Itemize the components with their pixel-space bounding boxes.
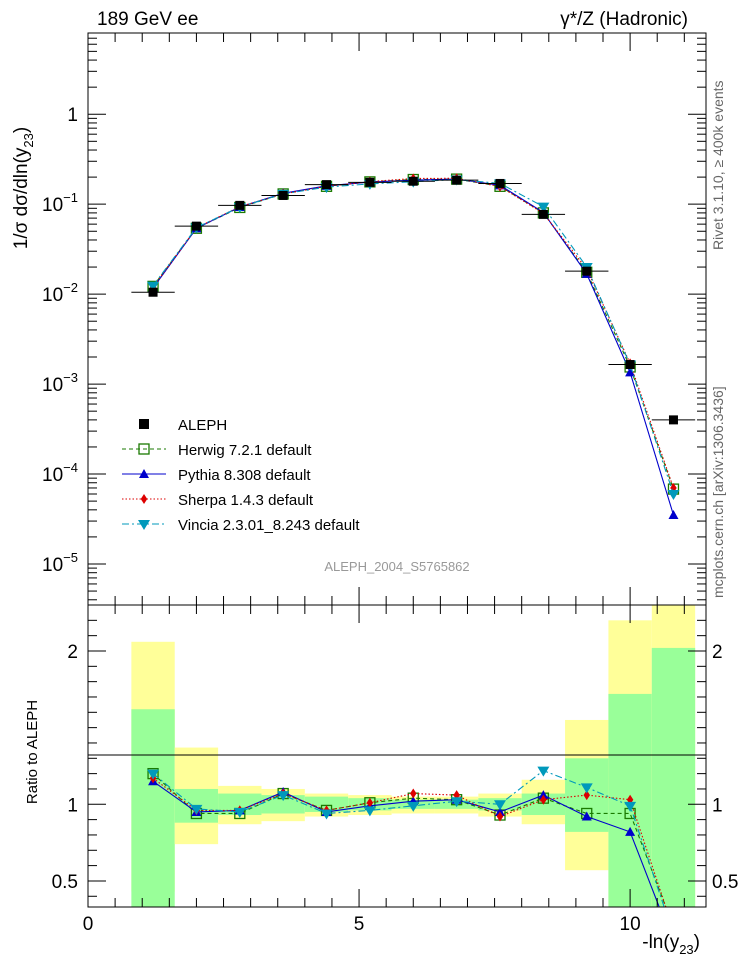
legend-label: Vincia 2.3.01_8.243 default bbox=[178, 517, 360, 534]
xtick-label: 5 bbox=[354, 914, 365, 935]
ratio-series-marker bbox=[583, 790, 590, 801]
ratio-series-marker bbox=[538, 790, 549, 800]
rivet-label: Rivet 3.1.10, ≥ 400k events bbox=[710, 80, 726, 250]
ratio-series-marker bbox=[233, 807, 246, 818]
legend-entry: ALEPH bbox=[139, 417, 227, 434]
ratio-stat-band bbox=[651, 647, 696, 907]
ratio-series-marker bbox=[668, 922, 678, 932]
main-ytick-label: 10−4 bbox=[42, 460, 78, 486]
x-axis-label: -ln(y23) bbox=[642, 932, 700, 957]
ratio-uncertainty-bands bbox=[131, 605, 696, 907]
ratio-series-marker bbox=[410, 788, 417, 799]
ratio-ylabel: Ratio to ALEPH bbox=[24, 700, 41, 804]
ratio-series-marker bbox=[496, 811, 504, 822]
main-series-marker bbox=[667, 489, 680, 500]
main-ytick-label: 10−1 bbox=[42, 190, 78, 216]
legend-entry: Sherpa 1.4.3 default bbox=[122, 492, 314, 509]
main-series-marker bbox=[625, 367, 636, 377]
data-point bbox=[582, 266, 592, 276]
main-ytick-label: 1 bbox=[67, 105, 78, 126]
ratio-series-marker bbox=[625, 826, 636, 836]
ratio-ytick-label-right: 2 bbox=[712, 642, 723, 663]
svg-text:-ln(y23): -ln(y23) bbox=[642, 932, 700, 957]
ratio-series-marker bbox=[320, 809, 333, 820]
data-point bbox=[278, 190, 288, 200]
xtick-label: 10 bbox=[620, 914, 641, 935]
analysis-watermark: ALEPH_2004_S5765862 bbox=[324, 559, 469, 574]
ratio-series-marker bbox=[540, 794, 547, 805]
legend-data-marker bbox=[139, 419, 149, 429]
main-ytick-label: 10−5 bbox=[42, 550, 78, 576]
ratio-series-marker bbox=[580, 783, 593, 794]
ratio-stat-band bbox=[131, 709, 175, 907]
svg-text:1/σ dσ/dln(y23): 1/σ dσ/dln(y23) bbox=[11, 127, 36, 249]
ratio-ytick-label-left: 2 bbox=[67, 642, 78, 663]
ratio-stat-band bbox=[218, 793, 262, 816]
ratio-series-marker bbox=[190, 804, 203, 815]
legend-label: Pythia 8.308 default bbox=[178, 467, 311, 484]
data-point bbox=[495, 178, 505, 188]
legend-label: ALEPH bbox=[178, 417, 227, 434]
main-series-line bbox=[152, 178, 674, 516]
mcplots-label: mcplots.cern.ch [arXiv:1306.3436] bbox=[710, 386, 726, 598]
data-point bbox=[191, 221, 201, 231]
ratio-ytick-label-right: 1 bbox=[712, 795, 723, 816]
data-point bbox=[668, 415, 678, 425]
legend-entry: Pythia 8.308 default bbox=[122, 467, 311, 484]
legend-marker bbox=[138, 520, 150, 530]
main-series-marker bbox=[147, 281, 160, 292]
main-series-marker bbox=[537, 202, 550, 213]
main-ytick-label: 10−3 bbox=[42, 370, 78, 396]
data-point bbox=[365, 177, 375, 187]
data-point bbox=[322, 180, 332, 190]
legend-marker bbox=[140, 494, 148, 504]
ratio-stat-band bbox=[304, 796, 349, 812]
legend-entry: Herwig 7.2.1 default bbox=[122, 442, 312, 459]
legend-marker bbox=[139, 469, 149, 478]
ratio-series-marker bbox=[363, 806, 376, 817]
ratio-ytick-label-right: 0.5 bbox=[712, 872, 738, 893]
ratio-series-marker bbox=[147, 769, 160, 780]
legend-label: Herwig 7.2.1 default bbox=[178, 442, 312, 459]
ratio-frame bbox=[87, 604, 707, 908]
ratio-mc-series bbox=[147, 766, 678, 932]
main-data-points bbox=[131, 175, 696, 425]
ratio-series-marker bbox=[537, 766, 550, 777]
main-axis-ticks: 10−5 10−4 10−3 10−2 10−1 1 bbox=[42, 32, 706, 605]
ratio-ytick-label-left: 0.5 bbox=[52, 872, 78, 893]
main-ytick-label: 10−2 bbox=[42, 280, 78, 306]
ratio-series-marker bbox=[450, 797, 463, 808]
data-point bbox=[408, 176, 418, 186]
ratio-series-marker bbox=[407, 801, 420, 812]
legend-label: Sherpa 1.4.3 default bbox=[178, 492, 314, 509]
header-left: 189 GeV ee bbox=[97, 9, 198, 30]
legend: ALEPH Herwig 7.2.1 default Pythia 8.308 de… bbox=[122, 417, 360, 534]
ratio-series-marker bbox=[277, 791, 290, 802]
ratio-series-marker bbox=[494, 800, 506, 811]
ratio-series-marker bbox=[495, 806, 505, 816]
data-point bbox=[538, 209, 548, 219]
ratio-stat-band bbox=[261, 795, 305, 814]
header-right: γ*/Z (Hadronic) bbox=[560, 9, 688, 30]
ratio-series-marker bbox=[366, 797, 374, 808]
ratio-series-marker bbox=[624, 801, 637, 812]
xtick-label: 0 bbox=[83, 914, 94, 935]
legend-entry: Vincia 2.3.01_8.243 default bbox=[122, 517, 360, 534]
ratio-axis-ticks: 0.5 0.5 1 1 2 2 0 5 10 bbox=[52, 605, 738, 935]
legend-marker bbox=[138, 443, 150, 455]
ratio-ytick-label-left: 1 bbox=[67, 795, 78, 816]
ratio-series-marker bbox=[581, 811, 592, 821]
main-series-marker bbox=[668, 510, 679, 520]
main-ylabel: 1/σ dσ/dln(y23) bbox=[11, 127, 36, 249]
data-point bbox=[452, 175, 462, 185]
data-point bbox=[625, 360, 635, 370]
data-point bbox=[235, 200, 245, 210]
data-point bbox=[148, 287, 158, 297]
